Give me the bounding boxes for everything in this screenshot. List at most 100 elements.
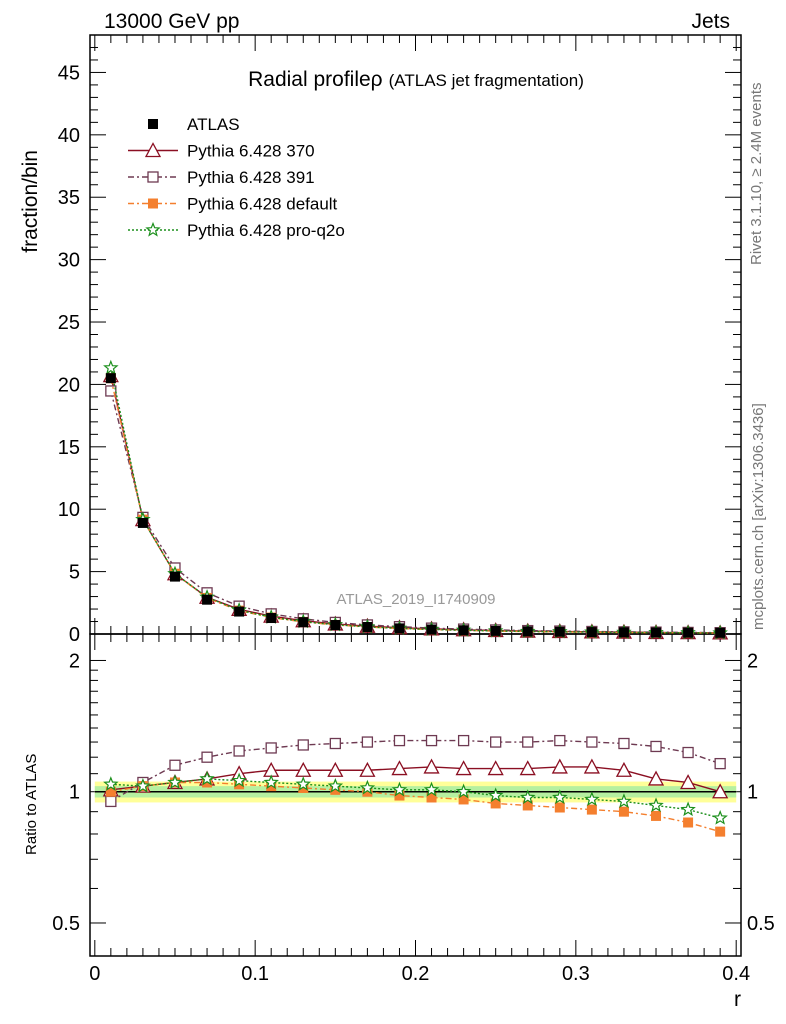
series-point-ratio [391,781,408,797]
x-tick-label: 0.4 [722,963,750,985]
series-point-ratio [680,801,696,817]
series-point-ratio [199,770,215,786]
series-point-ratio [423,758,440,774]
y-tick-label-main: 35 [58,187,80,209]
data-point [522,626,533,637]
legend-marker [145,221,161,237]
legend-item: Pythia 6.428 default [128,195,338,214]
series-point-ratio [361,736,374,748]
y-tick-label-ratio: 2 [69,650,80,672]
legend-label: Pythia 6.428 391 [187,168,315,187]
series-point-ratio [552,789,568,805]
series-point-ratio [297,739,309,751]
series-point-ratio [455,783,472,799]
y-axis-label-ratio: Ratio to ATLAS [23,754,40,855]
series-line-ratio [110,781,721,833]
data-point [618,627,629,638]
ratio-uncertainty-band [94,781,737,803]
data-point [394,623,405,634]
series-point-ratio [490,736,502,748]
data-point [651,627,662,638]
y-tick-label-ratio-right: 1 [747,782,758,804]
series-point-ratio [457,734,470,747]
chart-subtitle: (ATLAS jet fragmentation) [389,71,584,90]
series-point-ratio [586,804,597,815]
data-point [137,517,148,528]
series-point-ratio [391,760,408,776]
header-left: 13000 GeV pp [104,10,239,33]
legend-item: Pythia 6.428 pro-q2o [128,221,345,240]
series-point-ratio [712,783,729,799]
data-point [202,594,213,605]
series-point-ratio [615,761,633,777]
chart-title-symbol: ρ [371,68,383,91]
data-point [105,373,116,384]
y-tick-label-ratio-right: 0.5 [747,913,775,935]
data-point [458,625,469,636]
series-point-ratio [167,774,183,790]
series-point-ratio [647,770,665,786]
series-point-ratio [618,806,629,817]
series-point-ratio [715,826,726,837]
series-point-ratio [650,740,662,753]
legend-marker [144,142,162,158]
series-point-ratio [265,742,277,754]
series-point-ratio [584,791,600,807]
data-point [426,624,437,635]
header-right: Jets [691,10,730,33]
y-tick-label-main: 45 [58,62,80,84]
series-point-ratio [616,793,632,809]
series-point-ratio [618,737,630,750]
series-point-ratio [393,734,406,747]
x-tick-label: 0.3 [562,963,590,985]
series-point-ratio [169,759,181,771]
series-point-ratio [586,736,598,748]
legend-item: Pythia 6.428 370 [128,142,315,161]
legend-item: Pythia 6.428 391 [128,168,315,187]
series-point-ratio [682,746,694,759]
y-tick-label-main: 20 [58,374,80,396]
analysis-watermark: ATLAS_2019_I1740909 [336,591,495,608]
y-tick-label-ratio-right: 2 [747,650,758,672]
series-point-ratio [263,774,279,790]
y-tick-label-main: 15 [58,437,80,459]
series-point-ratio [327,761,344,777]
y-tick-label-main: 0 [69,624,80,646]
series-point-ratio [554,802,565,813]
legend-marker [148,119,158,129]
x-axis-label: r [734,988,741,1011]
y-tick-label-main: 5 [69,562,80,584]
series-point-ratio [522,736,534,748]
legend-label: Pythia 6.428 370 [187,142,315,161]
y-tick-label-ratio: 1 [69,782,80,804]
series-point-ratio [103,776,119,791]
series-point-ratio [329,737,341,750]
series-line-main [110,367,721,634]
series-point-ratio [487,787,504,803]
legend-label: Pythia 6.428 pro-q2o [187,221,345,240]
legend-label: ATLAS [187,115,240,134]
series-point-main [105,385,117,397]
series-point-ratio [201,751,213,763]
y-tick-label-main: 40 [58,125,80,147]
series-point-ratio [423,781,440,797]
series-point-ratio [712,809,728,825]
data-point [490,625,501,636]
series-point-ratio [135,777,151,793]
series-point-ratio [327,777,344,793]
series-point-ratio [648,797,664,813]
x-tick-label: 0.2 [402,963,430,985]
x-tick-label: 0.1 [241,963,269,985]
y-tick-label-main: 25 [58,312,80,334]
data-point [234,606,245,617]
mcplots-label: mcplots.cern.ch [arXiv:1306.3436] [750,403,767,630]
series-point-ratio [359,761,376,777]
data-point [298,617,309,628]
series-point-ratio [455,760,472,776]
data-point [169,571,180,582]
legend-marker [147,171,159,183]
series-point-ratio [683,817,694,828]
data-point [683,627,694,638]
data-point [330,620,341,631]
